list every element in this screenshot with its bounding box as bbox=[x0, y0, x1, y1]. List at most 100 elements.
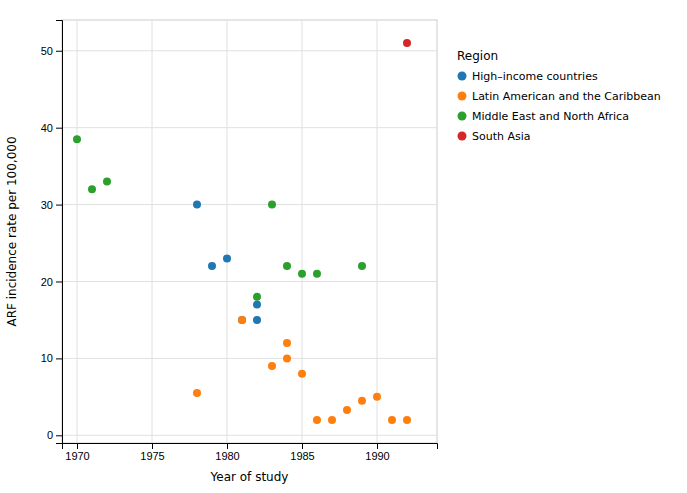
point bbox=[298, 370, 306, 378]
legend-label: Middle East and North Africa bbox=[472, 110, 629, 123]
point bbox=[103, 178, 111, 186]
point bbox=[313, 270, 321, 278]
tick-label: 1985 bbox=[290, 450, 314, 462]
point bbox=[358, 262, 366, 270]
tick: 1980 bbox=[215, 443, 239, 462]
series bbox=[193, 316, 411, 424]
legend-swatch bbox=[458, 92, 467, 101]
tick-label: 1975 bbox=[140, 450, 164, 462]
tick: 40 bbox=[41, 122, 62, 134]
plot-frame bbox=[62, 20, 437, 443]
legend-title: Region bbox=[457, 49, 498, 63]
tick: 1985 bbox=[290, 443, 314, 462]
point bbox=[328, 416, 336, 424]
tick-mark bbox=[227, 443, 228, 449]
point bbox=[298, 270, 306, 278]
grid-line-x bbox=[77, 20, 78, 443]
tick: 50 bbox=[41, 45, 62, 57]
point bbox=[373, 393, 381, 401]
point bbox=[283, 339, 291, 347]
axis-domain bbox=[56, 21, 63, 444]
grid-line-y bbox=[62, 281, 437, 282]
axis-domain bbox=[63, 444, 438, 450]
tick-label: 30 bbox=[41, 199, 53, 211]
point bbox=[283, 354, 291, 362]
series bbox=[193, 201, 261, 324]
tick-label: 50 bbox=[41, 45, 53, 57]
plot: 1970 1975 1980 1985 1990 0 10 20 30 40 50 bbox=[41, 20, 438, 462]
legend-label: Latin American and the Caribbean bbox=[472, 90, 661, 103]
point bbox=[283, 262, 291, 270]
tick: 1990 bbox=[365, 443, 389, 462]
series bbox=[73, 135, 366, 301]
tick: 1975 bbox=[140, 443, 164, 462]
tick: 10 bbox=[41, 352, 62, 364]
legend: Region High–income countries Latin America… bbox=[457, 49, 661, 143]
y-axis-title: ARF incidence rate per 100,000 bbox=[5, 136, 19, 326]
tick-label: 20 bbox=[41, 276, 53, 288]
grid-line-y bbox=[62, 204, 437, 205]
grid bbox=[62, 20, 437, 443]
legend-swatch bbox=[458, 112, 467, 121]
point bbox=[403, 39, 411, 47]
legend-item: Middle East and North Africa bbox=[458, 110, 629, 123]
grid-line-y bbox=[62, 435, 437, 436]
point bbox=[253, 301, 261, 309]
tick-mark bbox=[56, 51, 62, 52]
grid-line-x bbox=[302, 20, 303, 443]
tick-label: 0 bbox=[47, 429, 53, 441]
tick-label: 1970 bbox=[65, 450, 89, 462]
tick: 20 bbox=[41, 276, 62, 288]
point bbox=[313, 416, 321, 424]
legend-item: South Asia bbox=[458, 130, 531, 143]
point bbox=[268, 362, 276, 370]
chart-svg: 1970 1975 1980 1985 1990 0 10 20 30 40 50 Year of s… bbox=[0, 0, 687, 493]
point bbox=[208, 262, 216, 270]
point bbox=[388, 416, 396, 424]
tick-mark bbox=[56, 281, 62, 282]
tick-mark bbox=[302, 443, 303, 449]
tick: 30 bbox=[41, 199, 62, 211]
tick-mark bbox=[56, 205, 62, 206]
chart-container: 1970 1975 1980 1985 1990 0 10 20 30 40 50 Year of s… bbox=[0, 0, 687, 493]
x-axis: 1970 1975 1980 1985 1990 bbox=[63, 443, 438, 462]
grid-line-y bbox=[62, 127, 437, 128]
point bbox=[193, 201, 201, 209]
tick-label: 1980 bbox=[215, 450, 239, 462]
tick-mark bbox=[377, 443, 378, 449]
grid-line-y bbox=[62, 358, 437, 359]
point bbox=[88, 185, 96, 193]
point bbox=[193, 389, 201, 397]
point bbox=[238, 316, 246, 324]
point bbox=[253, 293, 261, 301]
point bbox=[73, 135, 81, 143]
grid-line-x bbox=[152, 20, 153, 443]
tick-mark bbox=[56, 128, 62, 129]
point bbox=[268, 201, 276, 209]
grid-line-x bbox=[227, 20, 228, 443]
tick-label: 10 bbox=[41, 352, 53, 364]
tick-label: 40 bbox=[41, 122, 53, 134]
legend-label: High–income countries bbox=[472, 70, 598, 83]
tick-mark bbox=[56, 358, 62, 359]
point bbox=[253, 316, 261, 324]
grid-line-x bbox=[377, 20, 378, 443]
point bbox=[223, 254, 231, 262]
tick-label: 1990 bbox=[365, 450, 389, 462]
grid-line-y bbox=[62, 50, 437, 51]
tick: 1970 bbox=[65, 443, 89, 462]
y-axis: 0 10 20 30 40 50 bbox=[41, 21, 63, 444]
x-axis-title: Year of study bbox=[210, 470, 289, 484]
series bbox=[403, 39, 411, 47]
tick-mark bbox=[56, 435, 62, 436]
legend-swatch bbox=[458, 132, 467, 141]
tick-mark bbox=[152, 443, 153, 449]
tick-mark bbox=[77, 443, 78, 449]
legend-swatch bbox=[458, 72, 467, 81]
points bbox=[73, 39, 411, 424]
point bbox=[238, 316, 246, 324]
legend-item: High–income countries bbox=[458, 70, 598, 83]
point bbox=[403, 416, 411, 424]
tick: 0 bbox=[47, 429, 62, 441]
legend-label: South Asia bbox=[472, 130, 531, 143]
